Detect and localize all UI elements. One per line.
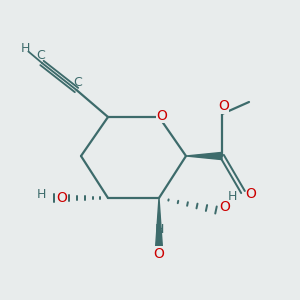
- Text: O: O: [218, 100, 229, 113]
- Text: O: O: [56, 191, 67, 205]
- Text: H: H: [228, 190, 237, 203]
- Text: O: O: [245, 187, 256, 200]
- Text: H: H: [21, 42, 30, 55]
- Text: O: O: [219, 200, 230, 214]
- Text: O: O: [156, 109, 167, 123]
- Text: H: H: [154, 223, 164, 236]
- Polygon shape: [186, 152, 222, 160]
- Text: H: H: [37, 188, 46, 202]
- Text: O: O: [154, 247, 164, 260]
- Text: C: C: [74, 76, 82, 89]
- Polygon shape: [156, 198, 162, 246]
- Text: C: C: [36, 49, 45, 62]
